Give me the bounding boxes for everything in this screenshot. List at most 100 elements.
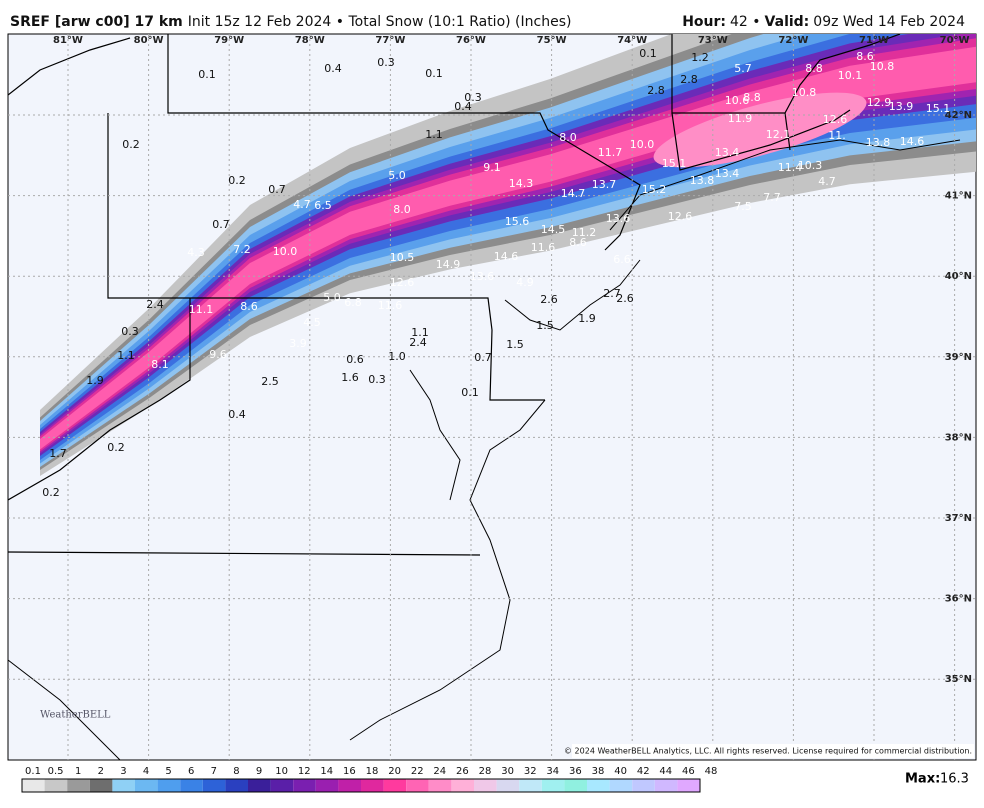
snow-amount: 11.4 (778, 161, 803, 174)
snow-amount: 7.2 (233, 243, 251, 256)
longitude-label: 78°W (295, 35, 325, 46)
colorbar-swatch (157, 779, 181, 792)
colorbar-label: 22 (411, 766, 424, 777)
watermark: WeatherBELL (40, 710, 111, 721)
colorbar-swatch (541, 779, 565, 792)
snow-amount: 15.1 (926, 102, 951, 115)
snow-amount: 14.3 (509, 177, 534, 190)
snow-amount: 0.1 (461, 386, 479, 399)
colorbar-label: 46 (682, 766, 695, 777)
snow-amount: 8.0 (393, 203, 411, 216)
snow-amount: 2.8 (647, 84, 665, 97)
snow-amount: 7.7 (763, 191, 781, 204)
colorbar-swatch (270, 779, 294, 792)
snow-layers (40, 34, 976, 476)
snow-amount: 13.8 (690, 174, 715, 187)
colorbar-label: 5 (165, 766, 171, 777)
snow-amount: 2.6 (616, 292, 634, 305)
colorbar-swatch (225, 779, 248, 792)
snow-amount: 11.2 (572, 226, 597, 239)
snow-amount: 1.0 (388, 350, 406, 363)
snow-amount: 10.1 (838, 69, 863, 82)
colorbar-swatch (135, 779, 158, 792)
latitude-label: 40°N (945, 271, 972, 282)
snow-amount: 10.0 (630, 138, 655, 151)
snow-amount: 0.7 (474, 351, 492, 364)
colorbar-swatch (496, 779, 520, 792)
snow-amount: 10.8 (792, 86, 817, 99)
snow-amount: 0.3 (368, 373, 386, 386)
snow-amount: 8.8 (805, 62, 823, 75)
colorbar-swatch (315, 779, 339, 792)
snow-amount: 14.6 (494, 250, 519, 263)
snow-amount: 11. (828, 129, 846, 142)
snow-amount: 13.9 (889, 100, 914, 113)
snow-amount: 2.6 (540, 293, 558, 306)
snow-amount: 10.5 (390, 251, 415, 264)
colorbar-label: 42 (637, 766, 650, 777)
colorbar-label: 12 (298, 766, 311, 777)
snow-amount: 11.1 (189, 303, 214, 316)
snow-amount: 8.6 (240, 300, 258, 313)
snow-amount: 0.1 (639, 47, 657, 60)
snow-amount: 2.7 (603, 287, 621, 300)
longitude-label: 79°W (214, 35, 244, 46)
snow-amount: 10.6 (725, 94, 750, 107)
longitude-label: 72°W (778, 35, 808, 46)
snow-amount: 12.6 (823, 113, 848, 126)
snow-amount: 0.3 (121, 325, 139, 338)
max-label: Max: (905, 772, 940, 787)
snow-amount: 7.5 (734, 200, 752, 213)
snow-amount: 14.7 (561, 187, 586, 200)
max-value: 16.3 (940, 772, 969, 787)
snow-amount: 5.0 (323, 291, 341, 304)
colorbar-label: 2 (98, 766, 104, 777)
snow-amount: 1.5 (506, 338, 524, 351)
snow-amount: 14.9 (436, 258, 461, 271)
colorbar-swatch (180, 779, 203, 792)
snow-amount: 0.2 (42, 486, 60, 499)
colorbar-swatch (248, 779, 271, 792)
colorbar-swatch (564, 779, 587, 792)
colorbar-label: 0.1 (25, 766, 41, 777)
snow-amount: 0.1 (425, 67, 443, 80)
snow-amount: 0.6 (346, 353, 364, 366)
snow-amount: 0.2 (228, 174, 246, 187)
colorbar-swatch (112, 779, 135, 792)
longitude-label: 73°W (698, 35, 728, 46)
snow-amount: 0.4 (454, 100, 472, 113)
snow-amount: 4.7 (818, 175, 836, 188)
snow-amount: 8.6 (856, 50, 874, 63)
hour: 42 • (730, 14, 761, 30)
snow-band (653, 92, 867, 168)
snow-amount: 10.8 (870, 60, 895, 73)
longitude-label: 74°W (617, 35, 647, 46)
labels: 81°W 80°W 79°W 78°W 77°W 76°W 75°W 74°W 73°W 72°W… (42, 35, 972, 685)
longitude-label: 71°W (859, 35, 889, 46)
snow-amount: 0.1 (198, 68, 216, 81)
copyright: © 2024 WeatherBELL Analytics, LLC. All r… (564, 747, 972, 756)
snow-amount: 0.3 (377, 56, 395, 69)
snow-amount: 4.9 (516, 276, 534, 289)
latitude-label: 42°N (945, 110, 972, 121)
colorbar-swatch (632, 779, 655, 792)
snow-amount: 13.4 (715, 146, 740, 159)
snow-amount: 13.8 (866, 136, 891, 149)
colorbar-label: 40 (614, 766, 627, 777)
snow-amount: 8.0 (559, 131, 577, 144)
colorbar-label: 28 (479, 766, 492, 777)
snow-amount: 13.4 (715, 167, 740, 180)
snow-amount: 10.0 (273, 245, 298, 258)
snow-amount: 11.7 (598, 146, 623, 159)
colorbar-frame (21, 778, 701, 793)
colorbar-swatch (474, 779, 497, 792)
snow-amount: 0.7 (212, 218, 230, 231)
colorbar-label: 34 (546, 766, 559, 777)
snow-amount: 15.2 (642, 183, 667, 196)
header-right: Hour: 42 • Valid: 09z Wed 14 Feb 2024 (682, 14, 965, 30)
colorbar-swatch (428, 779, 452, 792)
snow-amount: 11.9 (728, 112, 753, 125)
latitude-label: 35°N (945, 674, 972, 685)
latitude-label: 38°N (945, 432, 972, 443)
snow-amount: 11.6 (378, 299, 403, 312)
